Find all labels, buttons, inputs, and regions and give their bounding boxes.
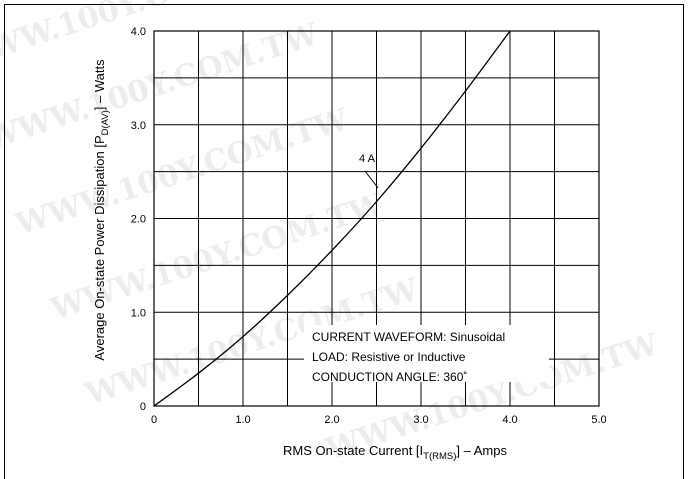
annotation-block: CURRENT WAVEFORM: Sinusoidal LOAD: Resis… (312, 330, 505, 384)
x-tick-label: 1.0 (235, 414, 250, 426)
y-tick-label: 4.0 (131, 26, 146, 38)
x-tick-label: 5.0 (591, 414, 606, 426)
y-tick-label: 2.0 (131, 214, 146, 226)
y-axis-label-tail: ] – Watts (92, 59, 107, 110)
y-tick-label: 3.0 (131, 120, 146, 132)
y-tick-labels: 0 1.0 2.0 3.0 4.0 (131, 26, 146, 413)
annotation-load: LOAD: Resistive or Inductive (312, 350, 466, 364)
annotation-conduction-angle: CONDUCTION ANGLE: 360˚ (312, 370, 467, 384)
x-axis-label-subscript: T(RMS) (423, 451, 456, 462)
x-tick-label: 3.0 (413, 414, 428, 426)
x-tick-label: 0 (151, 414, 157, 426)
y-axis-label-main: Average On-state Power Dissipation [P (92, 135, 107, 360)
plot-border (153, 30, 600, 407)
annotation-background (304, 325, 549, 382)
figure-frame (4, 4, 684, 479)
annotation-waveform: CURRENT WAVEFORM: Sinusoidal (312, 330, 505, 344)
y-axis-label: Average On-state Power Dissipation [PD(A… (92, 59, 111, 361)
y-axis-label-subscript: D(AV) (100, 110, 111, 135)
series-label-4a: 4 A (359, 153, 376, 165)
x-tick-label: 4.0 (502, 414, 517, 426)
x-axis-label: RMS On-state Current [IT(RMS)] – Amps (283, 443, 507, 462)
x-axis-label-tail: ] – Amps (456, 443, 507, 458)
y-tick-label: 1.0 (131, 307, 146, 319)
x-tick-label: 2.0 (324, 414, 339, 426)
series-label-leader (364, 170, 379, 189)
x-axis-label-main: RMS On-state Current [I (283, 443, 423, 458)
series-line-4a (153, 30, 511, 407)
x-tick-labels: 0 1.0 2.0 3.0 4.0 5.0 (151, 414, 607, 426)
y-tick-label: 0 (140, 401, 146, 413)
